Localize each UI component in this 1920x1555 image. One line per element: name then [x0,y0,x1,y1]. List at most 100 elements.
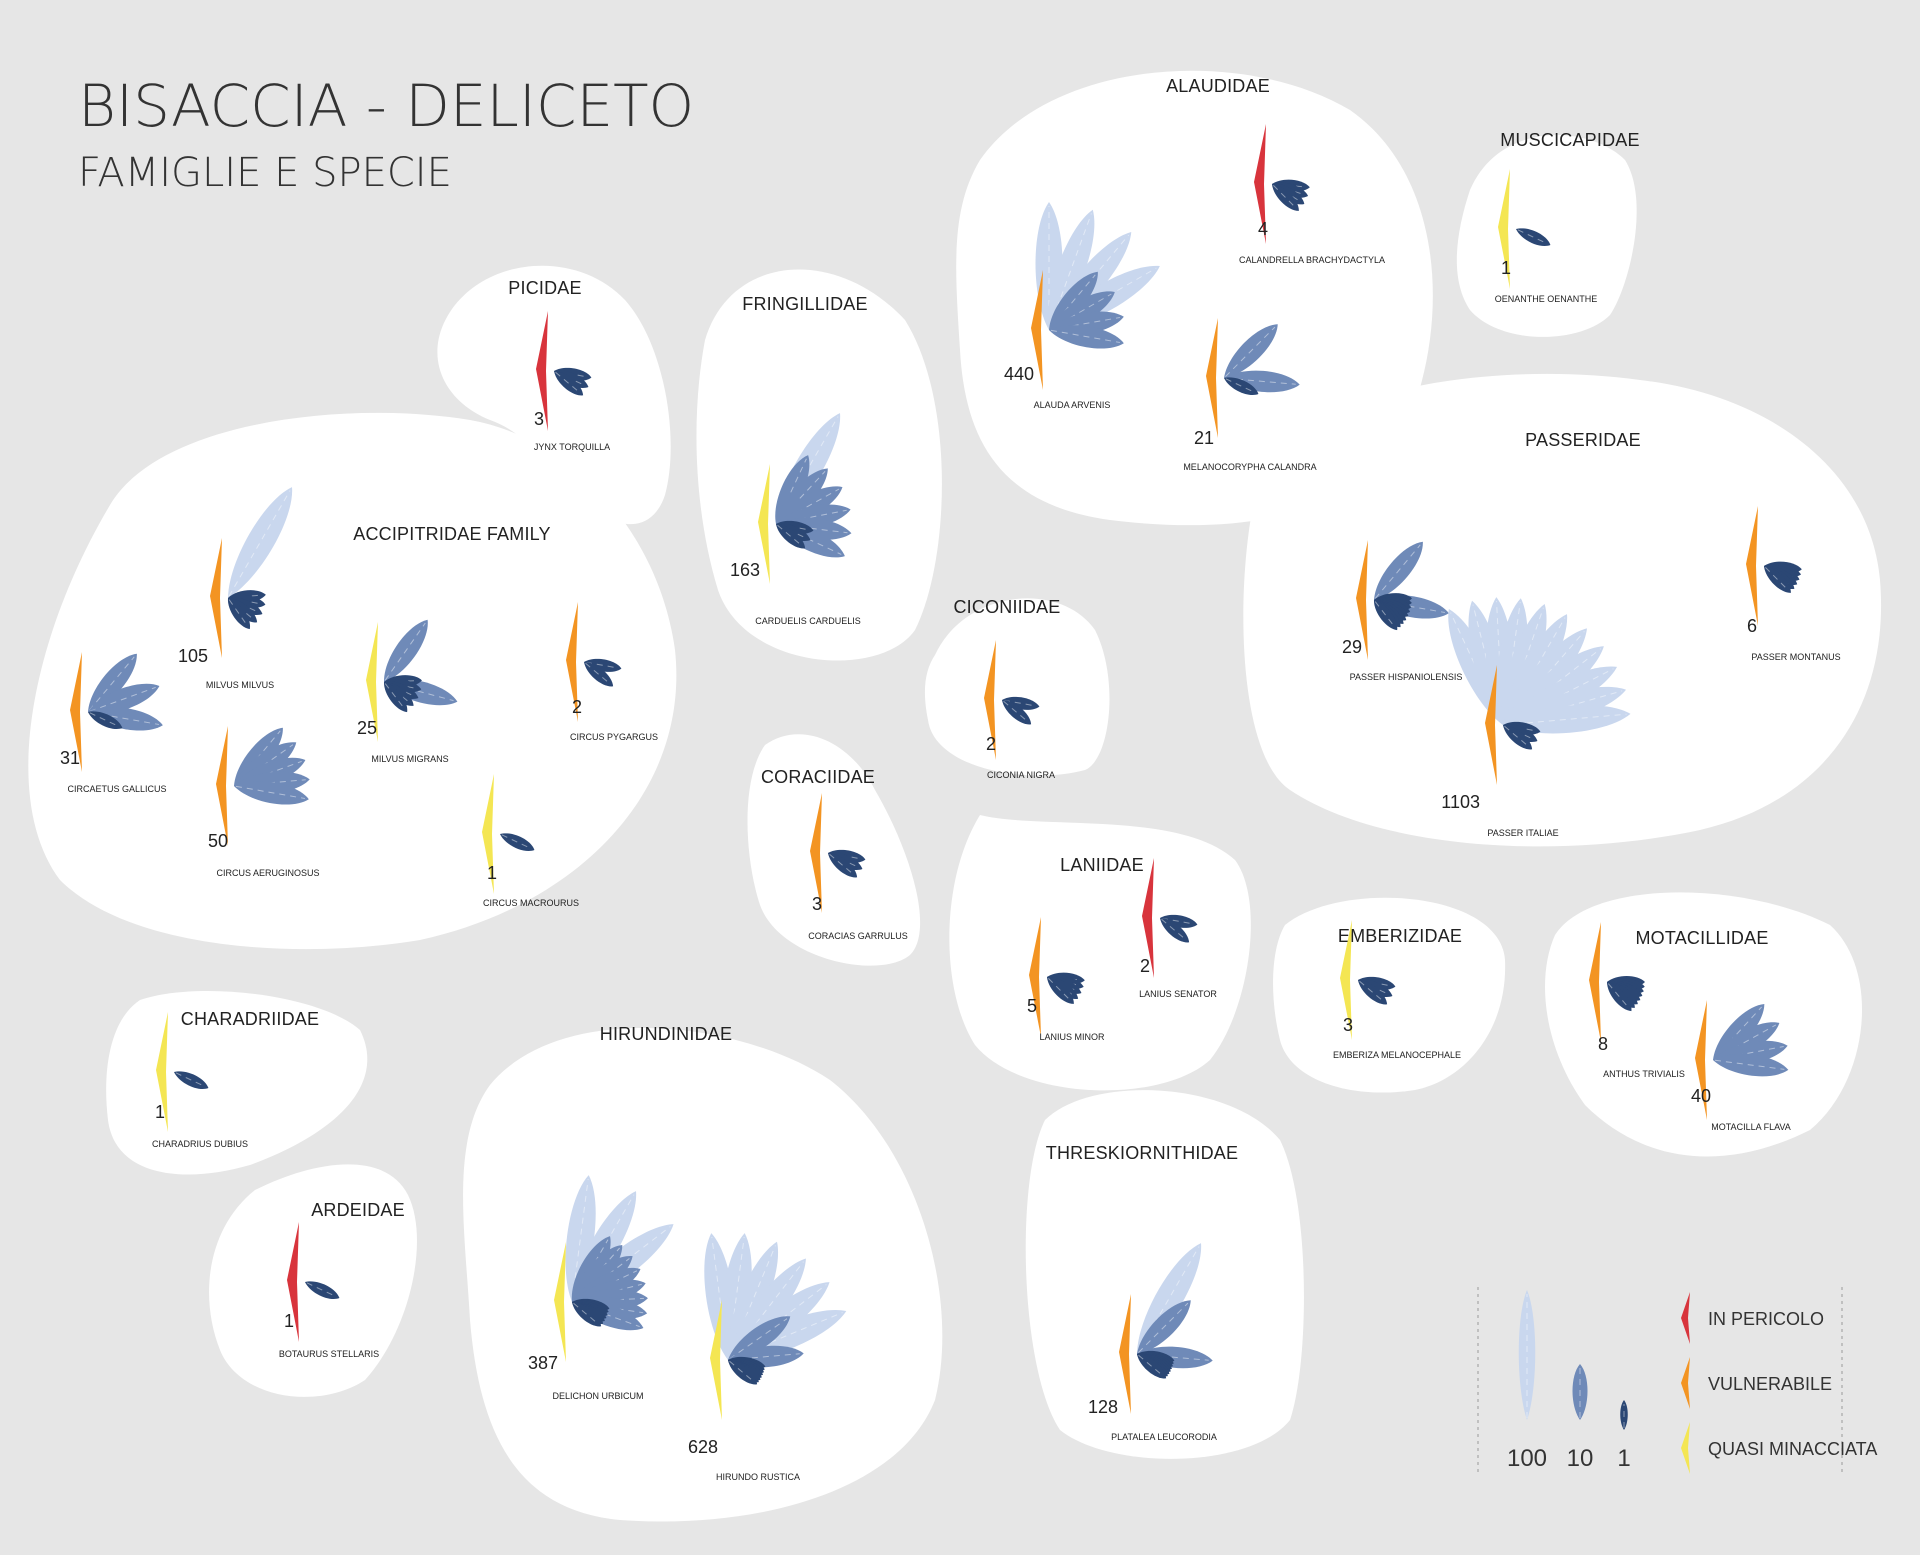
feather-passer-italiae-0-3-quill [1502,602,1521,724]
species-emberiza-melanocephale: 3 EMBERIZA MELANOCEPHALE [1333,920,1461,1060]
family-label-motacillidae: MOTACILLIDAE [1635,928,1768,948]
feather-alauda-arvenis-0-2-quill [1049,234,1130,329]
species-name-lanius-senator: LANIUS SENATOR [1139,989,1217,999]
blob-accipitridae-family [28,412,677,950]
feather-circaetus-gallicus-2-0-quill [89,712,120,727]
feather-oenanthe-oenanthe-2-0-quill [1517,229,1548,244]
status-marker-charadrius-dubius [156,1012,168,1132]
feather-passer-italiae-2-2 [1503,724,1533,750]
legend-quasi-minacciata: QUASI MINACCIATA [1708,1439,1877,1459]
species-delichon-urbicum: 387 DELICHON URBICUM [528,1175,674,1401]
status-marker-passer-montanus [1746,506,1758,626]
family-label-accipitridae-family: ACCIPITRIDAE FAMILY [353,524,551,544]
feather-platalea-leucorodia-1-0 [1137,1300,1191,1354]
count-milvus-migrans: 25 [357,718,377,738]
species-passer-italiae: 1103 PASSER ITALIAE [1441,597,1631,838]
feather-passer-italiae-0-10 [1503,705,1631,734]
feather-melanocorypha-calandra-1-0-quill [1225,326,1276,377]
species-name-passer-montanus: PASSER MONTANUS [1751,652,1840,662]
family-label-charadriidae: CHARADRIIDAE [181,1009,319,1029]
status-marker-lanius-minor [1029,917,1041,1037]
count-circaetus-gallicus: 31 [60,748,80,768]
feather-passer-hispaniolensis-2-8-quill [1374,601,1396,628]
page-title: BISACCIA - DELICETO [78,72,694,140]
feather-alauda-arvenis-0-3-quill [1050,267,1157,330]
feather-passer-montanus-2-5-quill [1765,567,1789,591]
family-label-alaudidae: ALAUDIDAE [1166,76,1270,96]
feather-alauda-arvenis-0-1 [1048,209,1095,330]
legend: 100 10 1 IN PERICOLO VULNERABILE QUASI M… [1477,1287,1877,1475]
count-anthus-trivialis: 8 [1598,1034,1608,1054]
feather-milvus-milvus-2-4-quill [228,599,248,627]
species-lanius-senator: 2 LANIUS SENATOR [1139,858,1217,999]
species-name-alauda-arvenis: ALAUDA ARVENIS [1034,400,1111,410]
feather-hirundo-rustica-0-5-quill [729,1312,843,1360]
feather-lanius-minor-2-4-quill [1048,978,1072,1002]
blob-threskiornithidae [1025,1090,1304,1459]
family-label-laniidae: LANIIDAE [1060,855,1144,875]
status-marker-lanius-senator [1142,858,1154,978]
family-label-coraciidae: CORACIIDAE [761,767,875,787]
blob-hirundinidae [463,1027,943,1522]
feather-hirundo-rustica-0-3-quill [728,1261,804,1359]
count-milvus-milvus: 105 [178,646,208,666]
count-platalea-leucorodia: 128 [1088,1397,1118,1417]
feather-circaetus-gallicus-1-0 [88,653,137,712]
count-passer-montanus: 6 [1747,616,1757,636]
status-marker-circaetus-gallicus [70,652,82,772]
species-name-motacilla-flava: MOTACILLA FLAVA [1711,1122,1791,1132]
legend-label-10: 10 [1567,1445,1594,1472]
feather-emberiza-melanocephale-2-2-quill [1359,980,1385,1003]
feather-coracias-garrulus-2-2 [828,852,858,878]
count-passer-hispaniolensis: 29 [1342,637,1362,657]
feather-anthus-trivialis-2-7-quill [1607,983,1630,1009]
count-motacilla-flava: 40 [1691,1086,1711,1106]
feather-jynx-torquilla-2-2 [554,370,584,396]
feather-passer-italiae-0-7-quill [1504,648,1602,725]
feather-passer-italiae-0-5-quill [1503,617,1566,724]
feather-lanius-senator-2-1 [1160,917,1190,943]
species-name-anthus-trivialis: ANTHUS TRIVIALIS [1603,1069,1685,1079]
species-name-passer-hispaniolensis: PASSER HISPANIOLENSIS [1350,672,1463,682]
feather-circus-aeruginosus-1-4-quill [235,785,305,799]
species-name-carduelis-carduelis: CARDUELIS CARDUELIS [755,616,861,626]
feather-hirundo-rustica-0-4-quill [729,1284,827,1360]
species-milvus-migrans: 25 MILVUS MIGRANS [357,619,458,764]
legend-in-pericolo: IN PERICOLO [1708,1309,1824,1329]
family-label-picidae: PICIDAE [508,278,581,298]
species-name-coracias-garrulus: CORACIAS GARRULUS [808,931,908,941]
species-name-oenanthe-oenanthe: OENANTHE OENANTHE [1495,294,1598,304]
species-anthus-trivialis: 8 ANTHUS TRIVIALIS [1589,922,1685,1079]
species-circaetus-gallicus: 31 CIRCAETUS GALLICUS [60,652,167,794]
status-marker-passer-italiae [1485,665,1497,785]
feather-melanocorypha-calandra-2-0 [1224,377,1259,395]
feather-milvus-milvus-2-4 [227,598,250,630]
feather-delichon-urbicum-0-2-quill [573,1226,671,1302]
feather-hirundo-rustica-0-1-quill [727,1236,745,1359]
feather-passer-italiae-0-9-quill [1504,690,1623,725]
count-ciconia-nigra: 2 [986,734,996,754]
status-marker-delichon-urbicum [554,1242,566,1362]
species-motacilla-flava: 40 MOTACILLA FLAVA [1691,1000,1791,1132]
species-name-delichon-urbicum: DELICHON URBICUM [552,1391,643,1401]
feather-hirundo-rustica-0-0-quill [711,1236,729,1359]
count-botaurus-stellaris: 1 [284,1311,294,1331]
feather-milvus-migrans-2-4 [383,682,408,713]
count-carduelis-carduelis: 163 [730,560,760,580]
feather-lanius-minor-2-4 [1047,977,1074,1004]
feather-delichon-urbicum-0-0 [565,1175,596,1302]
species-name-circus-aeruginosus: CIRCUS AERUGINOSUS [216,868,319,878]
feather-passer-italiae-0-10-quill [1504,713,1627,726]
feather-carduelis-carduelis-2-2 [776,523,806,549]
species-name-charadrius-dubius: CHARADRIUS DUBIUS [152,1139,248,1149]
feather-platalea-leucorodia-2-7 [1137,1353,1167,1379]
legend-feather-100 [1518,1290,1536,1420]
family-label-muscicapidae: MUSCICAPIDAE [1500,130,1639,150]
species-circus-aeruginosus: 50 CIRCUS AERUGINOSUS [208,726,320,878]
feather-oenanthe-oenanthe-2-0 [1516,228,1551,246]
count-calandrella-brachydactyla: 4 [1258,219,1268,239]
feather-coracias-garrulus-2-2-quill [829,853,855,876]
feather-circus-macrourus-2-0 [500,833,535,851]
legend-label-1: 1 [1617,1445,1630,1472]
